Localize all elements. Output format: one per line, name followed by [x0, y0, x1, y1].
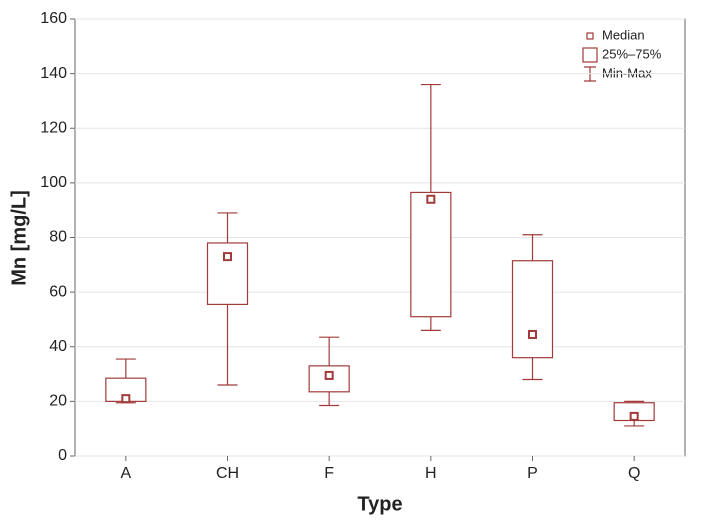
- median: [121, 394, 131, 404]
- y-tick-label: 120: [40, 119, 67, 136]
- x-tick-label: H: [425, 465, 437, 482]
- median: [324, 370, 334, 380]
- y-tick-label: 80: [49, 229, 67, 246]
- median: [223, 252, 232, 262]
- x-tick-label: Q: [628, 465, 640, 482]
- x-tick-label: F: [324, 465, 334, 482]
- median: [426, 194, 436, 204]
- x-axis-title: Type: [357, 493, 402, 515]
- y-tick-label: 40: [49, 338, 67, 355]
- y-axis-title: Mn [mg/L]: [8, 190, 30, 286]
- legend-label: 25%–75%: [602, 46, 662, 61]
- x-tick-label: A: [120, 465, 131, 482]
- legend-icon: [582, 47, 598, 63]
- legend-icon: [586, 32, 594, 40]
- y-tick-label: 20: [49, 393, 67, 410]
- y-tick-label: 160: [40, 10, 67, 27]
- median: [528, 329, 537, 339]
- box: [410, 191, 452, 318]
- median: [629, 411, 639, 421]
- box: [511, 260, 554, 359]
- legend: Median 25%–75% Min-Max: [582, 27, 662, 82]
- legend-label: Median: [602, 27, 645, 42]
- y-tick-label: 0: [58, 447, 67, 464]
- y-tick-label: 140: [40, 65, 67, 82]
- x-tick-label: P: [527, 465, 538, 482]
- y-tick-label: 60: [49, 283, 67, 300]
- x-tick-label: CH: [216, 465, 239, 482]
- legend-label: Min-Max: [602, 65, 652, 80]
- y-tick-label: 100: [40, 174, 67, 191]
